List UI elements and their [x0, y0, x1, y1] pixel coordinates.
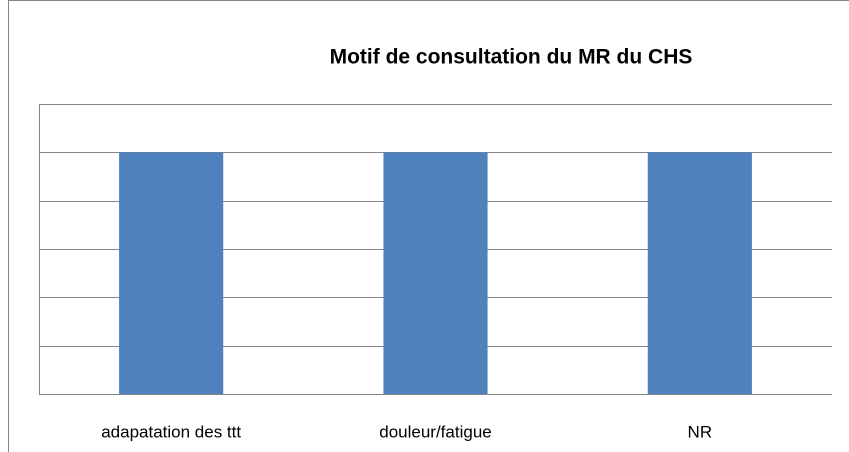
x-tick-label: NR: [688, 422, 713, 441]
chart-title: Motif de consultation du MR du CHS: [330, 46, 693, 69]
bar: [119, 152, 224, 394]
bar: [383, 152, 488, 394]
x-tick-label: adapatation des ttt: [101, 422, 241, 441]
bar: [647, 152, 752, 394]
x-tick-label: douleur/fatigue: [379, 422, 491, 441]
